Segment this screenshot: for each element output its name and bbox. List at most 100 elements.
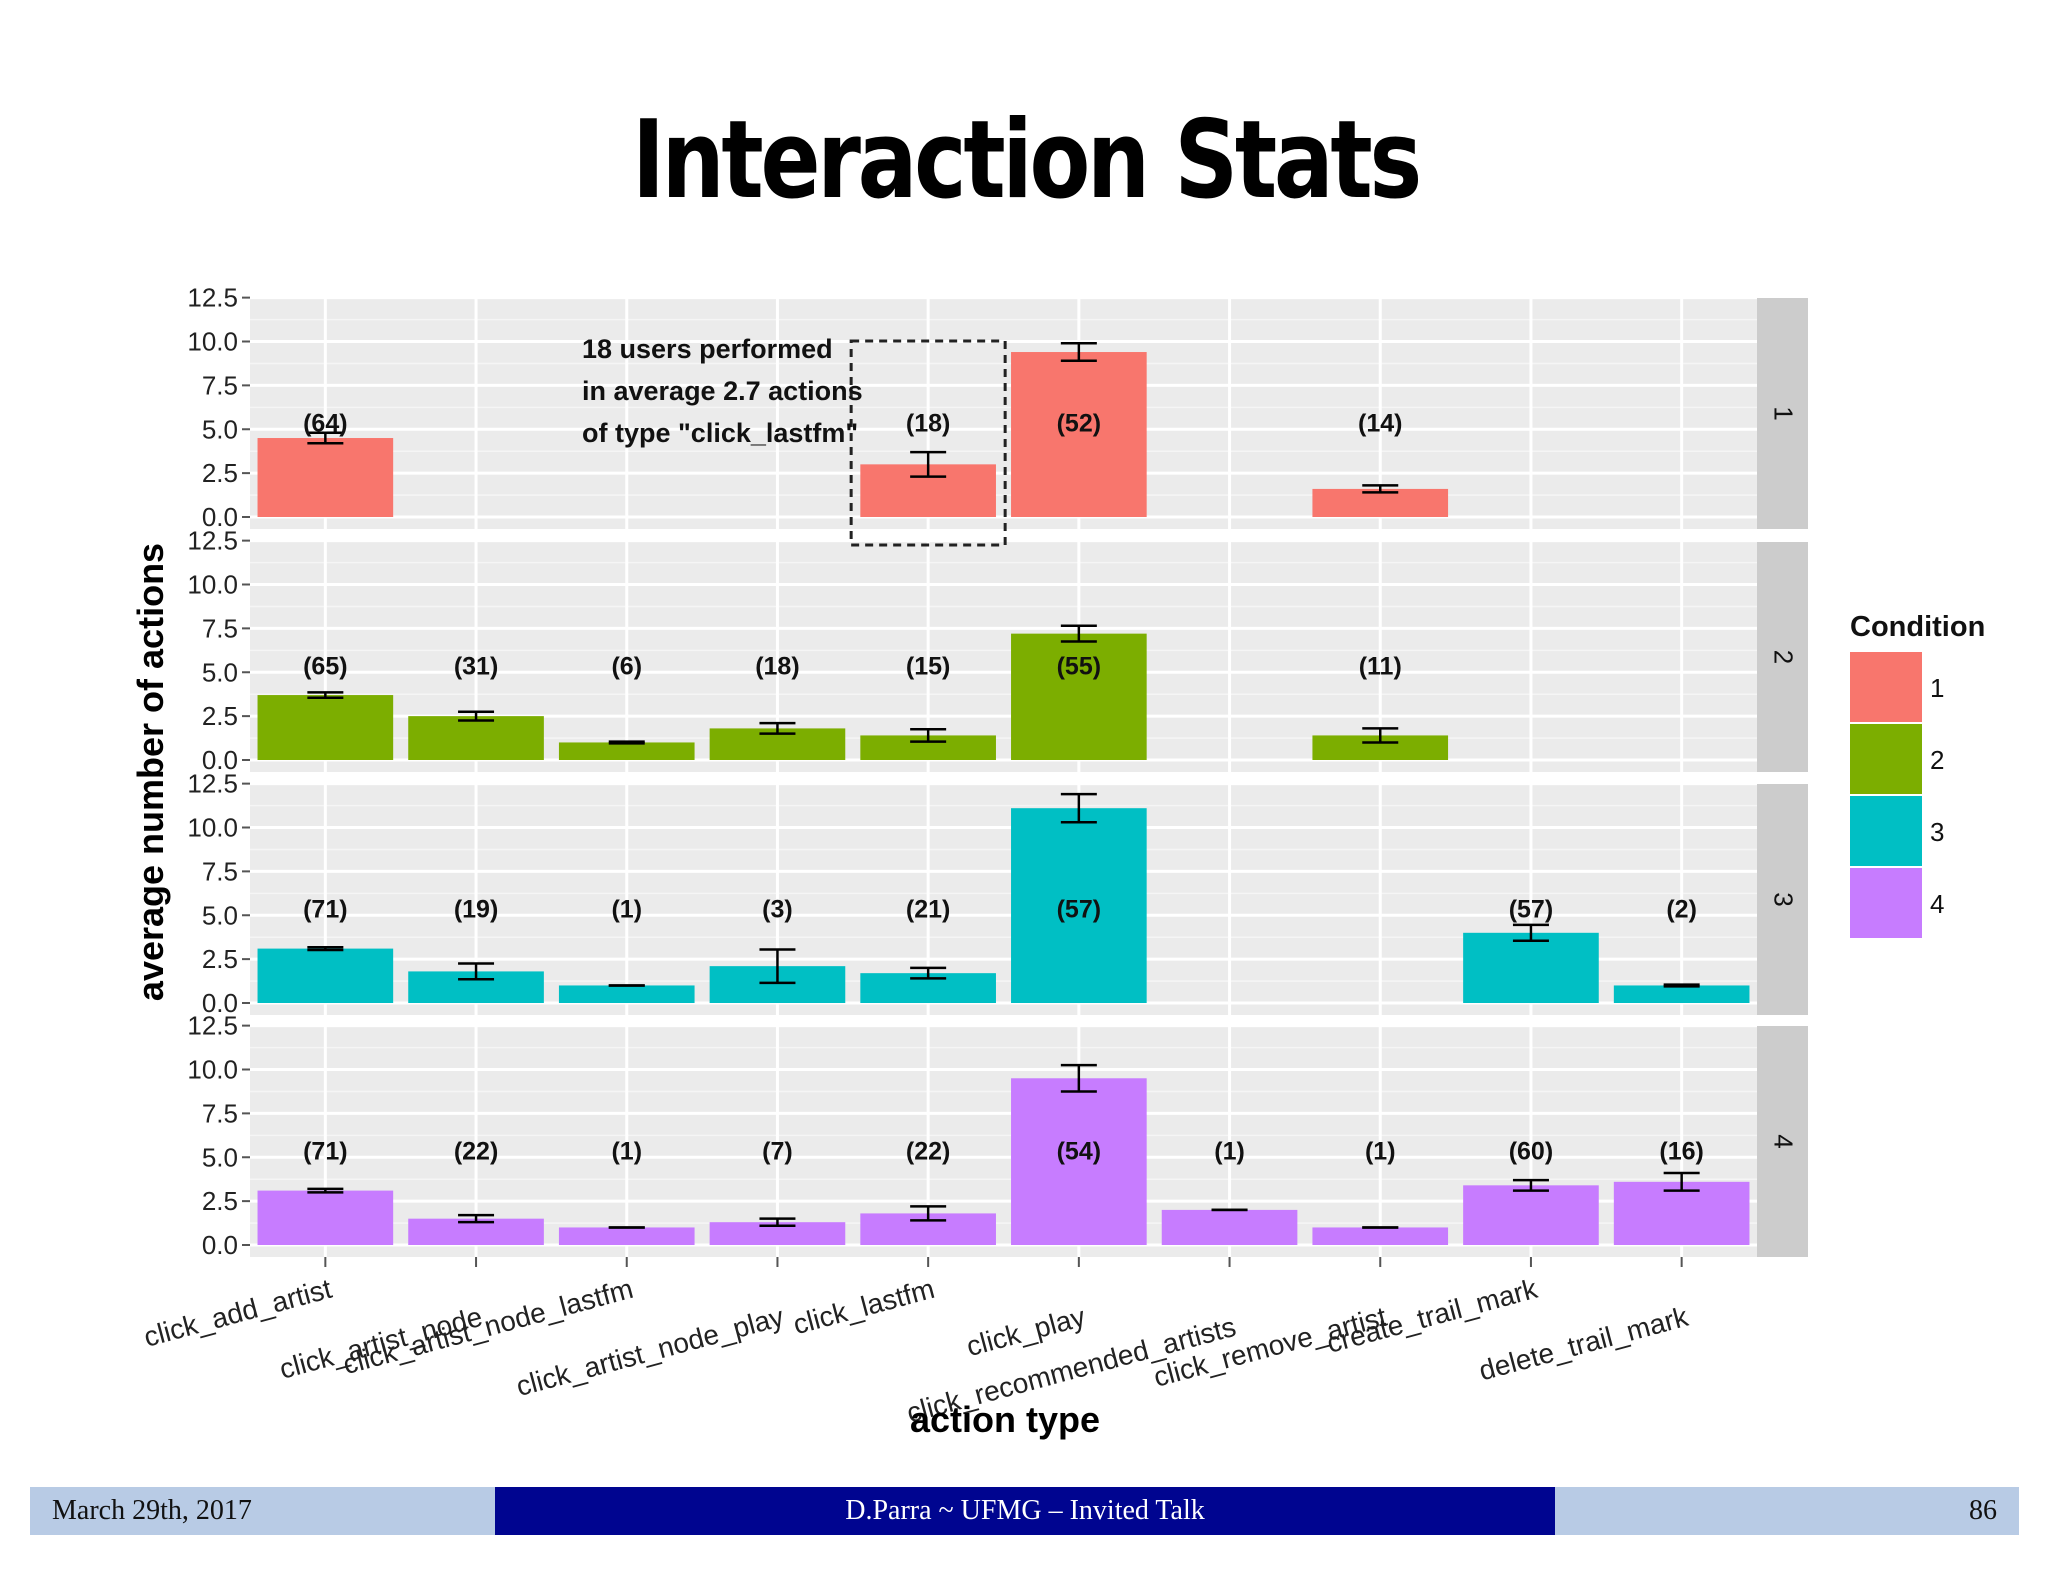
error-bar xyxy=(1663,983,1700,988)
slide-title: Interaction Stats xyxy=(631,98,1422,223)
error-bar xyxy=(1362,484,1399,494)
y-tick-label: 0.0 xyxy=(202,1230,238,1260)
error-bar xyxy=(910,450,947,478)
count-label: (71) xyxy=(303,895,347,923)
y-tick-label: 5.0 xyxy=(202,1142,238,1172)
count-label: (22) xyxy=(906,1137,950,1165)
count-label: (1) xyxy=(1214,1137,1245,1165)
y-tick-label: 10.0 xyxy=(187,327,238,357)
error-bar xyxy=(458,710,495,722)
annotation-text-line: 18 users performed xyxy=(582,334,833,364)
error-bar xyxy=(307,431,344,445)
error-bar xyxy=(910,966,947,980)
y-tick-label: 5.0 xyxy=(202,657,238,687)
legend-label: 1 xyxy=(1930,673,1944,703)
y-tick-label: 2.5 xyxy=(202,701,238,731)
bar-click_add_artist-condition-3 xyxy=(257,948,394,1003)
count-label: (1) xyxy=(1365,1137,1396,1165)
error-bar xyxy=(1060,1063,1097,1093)
count-label: (57) xyxy=(1057,895,1101,923)
legend-label: 3 xyxy=(1930,817,1944,847)
count-label: (18) xyxy=(755,652,799,680)
error-bar xyxy=(1512,923,1549,942)
bar-click_artist_node_lastfm-condition-2 xyxy=(558,742,695,760)
error-bar xyxy=(307,945,344,952)
error-bar xyxy=(458,962,495,981)
legend-title: Condition xyxy=(1850,611,1985,643)
count-label: (19) xyxy=(454,895,498,923)
y-tick-label: 2.5 xyxy=(202,944,238,974)
y-tick-label: 7.5 xyxy=(202,1098,238,1128)
bar-click_artist_node_play-condition-4 xyxy=(709,1222,846,1245)
legend-swatch-2 xyxy=(1850,724,1922,794)
error-bar xyxy=(307,1187,344,1194)
annotation-text-line: of type "click_lastfm" xyxy=(582,418,858,448)
footer-page-number: 86 xyxy=(1555,1487,2019,1535)
count-label: (22) xyxy=(454,1137,498,1165)
annotation-dashed-box xyxy=(849,339,1007,547)
x-tick-label: delete_trail_mark xyxy=(1476,1301,1692,1387)
y-tick-label: 5.0 xyxy=(202,414,238,444)
error-bar xyxy=(608,740,645,745)
count-label: (11) xyxy=(1359,652,1402,680)
y-tick-label: 0.0 xyxy=(202,502,238,532)
bar-click_add_artist-condition-2 xyxy=(257,695,394,760)
bar-click_add_artist-condition-4 xyxy=(257,1190,394,1245)
count-label: (2) xyxy=(1666,895,1697,923)
facet-strip-3 xyxy=(1757,784,1808,1015)
annotation-text-line: in average 2.7 actions xyxy=(582,376,863,406)
count-label: (15) xyxy=(906,652,950,680)
error-bar xyxy=(1060,792,1097,824)
count-label: (14) xyxy=(1358,409,1402,437)
legend-label: 2 xyxy=(1930,745,1944,775)
count-label: (3) xyxy=(762,895,793,923)
error-bar xyxy=(1362,727,1399,744)
facet-strip-label: 2 xyxy=(1769,650,1799,664)
y-tick-label: 7.5 xyxy=(202,370,238,400)
y-tick-label: 7.5 xyxy=(202,856,238,886)
y-tick-label: 10.0 xyxy=(187,813,238,843)
count-label: (71) xyxy=(303,1137,347,1165)
x-axis-title: action type xyxy=(910,1399,1100,1440)
bar-create_trail_mark-condition-4 xyxy=(1463,1185,1599,1245)
error-bar xyxy=(1512,1178,1549,1192)
error-bar xyxy=(1663,1171,1700,1192)
y-tick-label: 5.0 xyxy=(202,900,238,930)
bar-create_trail_mark-condition-3 xyxy=(1463,932,1599,1003)
facet-strip-label: 3 xyxy=(1769,892,1799,906)
bar-click_artist_node-condition-2 xyxy=(408,716,544,760)
error-bar xyxy=(910,1205,947,1222)
facet-panel-1 xyxy=(250,298,1757,529)
footer-date: March 29th, 2017 xyxy=(30,1487,495,1535)
count-label: (1) xyxy=(611,895,642,923)
count-label: (31) xyxy=(454,652,498,680)
legend-swatch-1 xyxy=(1850,652,1922,722)
count-label: (60) xyxy=(1509,1137,1553,1165)
facet-strip-label: 1 xyxy=(1769,406,1799,420)
error-bar xyxy=(458,1213,495,1224)
count-label: (64) xyxy=(303,409,347,437)
facet-strip-4 xyxy=(1757,1026,1808,1257)
bar-click_play-condition-4 xyxy=(1011,1078,1147,1245)
x-tick-label: click_play xyxy=(963,1301,1088,1362)
legend-swatch-3 xyxy=(1850,796,1922,866)
bar-click_artist_node_lastfm-condition-4 xyxy=(558,1227,695,1245)
bar-click_add_artist-condition-1 xyxy=(257,438,394,517)
bar-delete_trail_mark-condition-3 xyxy=(1613,985,1750,1003)
y-tick-label: 0.0 xyxy=(202,988,238,1018)
error-bar xyxy=(910,728,947,743)
y-tick-label: 7.5 xyxy=(202,613,238,643)
y-tick-label: 12.5 xyxy=(187,1011,238,1041)
error-bar xyxy=(1060,624,1097,643)
y-axis-title: average number of actions xyxy=(130,543,171,1001)
y-tick-label: 2.5 xyxy=(202,458,238,488)
y-tick-label: 10.0 xyxy=(187,1055,238,1085)
error-bar xyxy=(307,691,344,699)
x-tick-label: click_lastfm xyxy=(790,1273,938,1340)
y-tick-label: 12.5 xyxy=(187,526,238,556)
facet-strip-2 xyxy=(1757,542,1808,772)
bar-click_artist_node_lastfm-condition-3 xyxy=(558,985,695,1003)
count-label: (6) xyxy=(611,652,642,680)
y-tick-label: 10.0 xyxy=(187,570,238,600)
bar-click_play-condition-1 xyxy=(1011,352,1147,517)
